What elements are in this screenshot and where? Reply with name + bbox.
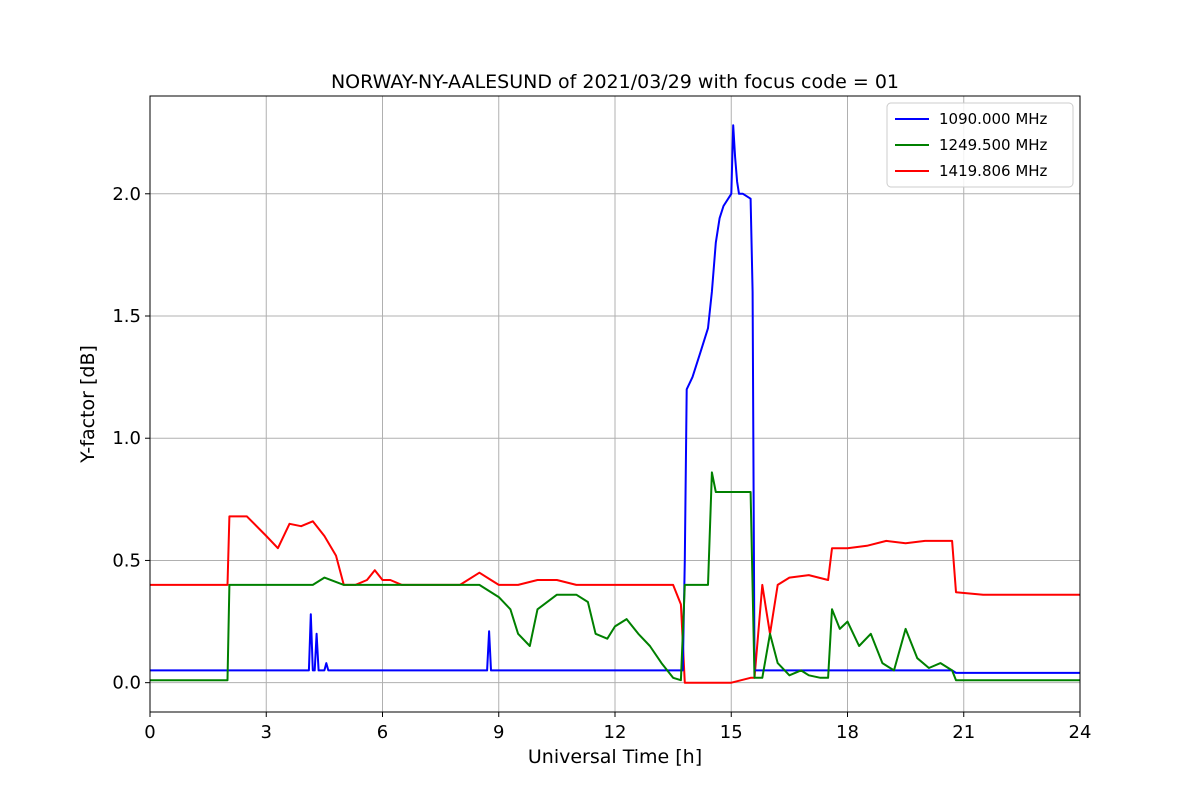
y-tick-label: 1.0: [112, 428, 141, 449]
series-line-1249500-mhz: [150, 471, 1080, 682]
legend-entry-label: 1419.806 MHz: [939, 162, 1048, 180]
x-tick-label: 15: [720, 722, 743, 743]
legend-entry-label: 1249.500 MHz: [939, 136, 1048, 154]
x-tick-label: 9: [493, 722, 504, 743]
x-tick-label: 0: [144, 722, 155, 743]
x-tick-label: 12: [604, 722, 627, 743]
x-axis-label: Universal Time [h]: [528, 746, 702, 768]
y-axis-label: Y-factor [dB]: [77, 345, 99, 464]
y-tick-label: 0.5: [112, 550, 141, 571]
ticks: 0 3 6 9 12 15 18 21 24 0.0 0.5 1.0 1.5 2.0: [112, 184, 1091, 743]
x-tick-label: 6: [377, 722, 388, 743]
x-tick-label: 24: [1069, 722, 1092, 743]
x-tick-label: 18: [836, 722, 859, 743]
chart-title: NORWAY-NY-AALESUND of 2021/03/29 with fo…: [331, 71, 899, 93]
y-tick-label: 0.0: [112, 673, 141, 694]
series-layer: [150, 124, 1080, 684]
legend: 1090.000 MHz 1249.500 MHz 1419.806 MHz: [886, 102, 1074, 188]
series-line-1090000-mhz: [150, 124, 1080, 674]
x-tick-label: 21: [952, 722, 975, 743]
legend-entry-label: 1090.000 MHz: [939, 110, 1048, 128]
legend-box: [886, 102, 1074, 188]
y-tick-label: 2.0: [112, 184, 141, 205]
y-tick-label: 1.5: [112, 306, 141, 327]
x-tick-label: 3: [261, 722, 272, 743]
series-line-1419806-mhz: [150, 515, 1080, 684]
